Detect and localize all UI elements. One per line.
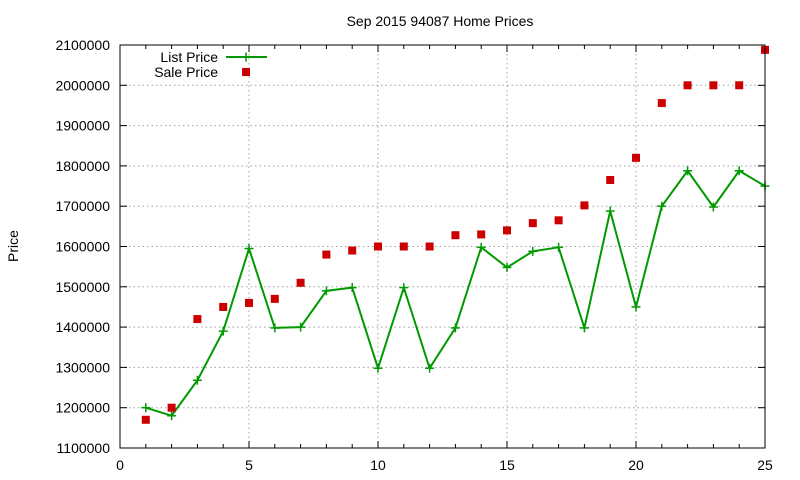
list-price-point — [321, 286, 331, 296]
chart-title: Sep 2015 94087 Home Prices — [347, 13, 534, 29]
list-price-point — [192, 375, 202, 385]
list-price-point — [425, 363, 435, 373]
series — [141, 45, 770, 424]
sale-price-point — [219, 302, 228, 311]
series-1 — [141, 45, 769, 424]
list-price-point — [476, 242, 486, 252]
sale-price-point — [735, 81, 744, 90]
sale-price-point — [348, 246, 357, 255]
y-axis-label: Price — [5, 230, 21, 262]
y-tick-label: 1800000 — [55, 158, 110, 174]
sale-price-point — [657, 99, 666, 108]
sale-price-point — [503, 226, 511, 235]
x-tick-label: 10 — [370, 457, 386, 473]
sale-price-point — [399, 242, 408, 251]
list-price-point — [218, 326, 228, 336]
list-price-point — [657, 201, 667, 211]
y-tick-label: 2100000 — [55, 37, 110, 53]
sale-price-point — [683, 81, 692, 90]
list-price-point — [683, 166, 693, 176]
sale-price-point — [167, 403, 176, 412]
y-tick-label: 1500000 — [55, 279, 110, 295]
list-price-point — [708, 202, 718, 212]
sale-price-point — [528, 219, 537, 228]
axes: 1100000 1200000 1300000 1400000 1500000 16000… — [55, 37, 773, 473]
sale-price-point — [709, 81, 718, 90]
y-tick-label: 1200000 — [55, 400, 110, 416]
list-price-point — [244, 244, 254, 254]
sale-price-point — [451, 231, 460, 240]
y-tick-label: 1400000 — [55, 319, 110, 335]
list-price-point — [347, 283, 357, 293]
grid — [120, 45, 765, 448]
y-tick-label: 1700000 — [55, 198, 110, 214]
sale-price-point — [245, 298, 253, 307]
y-tick-label: 1900000 — [55, 118, 110, 134]
sale-price-point — [270, 294, 279, 303]
sale-price-point — [580, 201, 589, 210]
list-price-point — [450, 323, 460, 333]
legend-swatch-cross — [241, 52, 251, 62]
y-tick-label: 1100000 — [57, 440, 111, 456]
list-price-point — [605, 206, 615, 216]
list-price-point — [270, 323, 280, 333]
list-price-point — [167, 411, 177, 421]
y-tick-label: 1600000 — [55, 239, 110, 255]
sale-price-point — [425, 242, 434, 251]
x-tick-label: 15 — [499, 457, 515, 473]
x-tick-label: 5 — [245, 457, 253, 473]
list-price-point — [554, 242, 564, 252]
plot-frame — [119, 44, 766, 449]
list-price-point — [734, 166, 744, 176]
x-tick-label: 20 — [628, 457, 644, 473]
sale-price-point — [322, 250, 331, 259]
x-tick-label: 25 — [757, 457, 773, 473]
legend-label: List Price — [160, 49, 218, 65]
list-price-point — [502, 262, 512, 272]
x-tick-label: 0 — [116, 457, 124, 473]
list-price-point — [296, 322, 306, 332]
list-price-line — [145, 169, 766, 417]
legend-label: Sale Price — [154, 64, 218, 80]
sale-price-point — [606, 176, 615, 185]
list-price-point — [631, 302, 641, 312]
list-price-point — [579, 323, 589, 333]
list-price-point — [399, 283, 409, 293]
sale-price-point — [141, 415, 150, 424]
list-price-point — [528, 246, 538, 256]
list-price-point — [373, 363, 383, 373]
sale-price-point — [477, 230, 486, 239]
sale-price-point — [374, 242, 382, 251]
y-tick-label: 2000000 — [55, 77, 110, 93]
list-price-point — [141, 403, 151, 413]
legend-swatch-square — [242, 68, 250, 76]
y-tick-label: 1300000 — [55, 359, 110, 375]
sale-price-point — [193, 315, 202, 324]
sale-price-point — [632, 153, 640, 162]
sale-price-point — [296, 278, 305, 287]
sale-price-point — [554, 216, 563, 225]
series-0 — [141, 166, 770, 421]
